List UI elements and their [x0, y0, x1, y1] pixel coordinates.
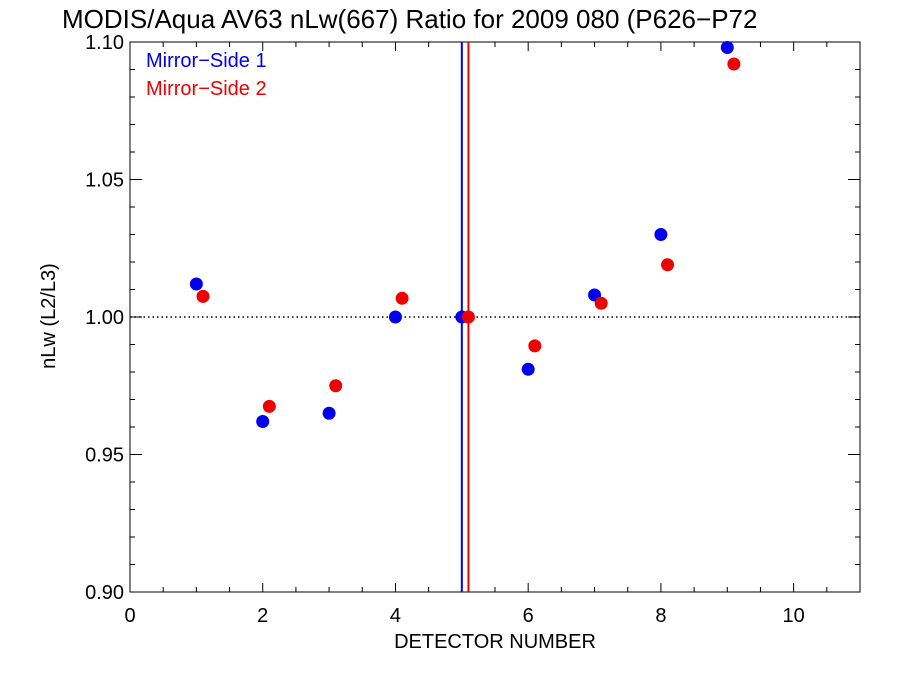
legend-mirror-side-1: Mirror−Side 1	[146, 50, 267, 72]
point-mirror-side-2	[395, 291, 409, 305]
point-mirror-side-2	[329, 379, 343, 393]
point-mirror-side-2	[661, 258, 675, 272]
point-mirror-side-2	[196, 289, 210, 303]
axis-ticks: 0 2 4 6 8 10 0.90 0.95 1.00 1.05 1.10	[85, 32, 861, 627]
point-mirror-side-1	[256, 415, 270, 428]
y-tick-label: 1.05	[85, 170, 124, 192]
y-axis-label: nLw (L2/L3)	[38, 263, 60, 369]
x-tick-label: 2	[257, 605, 268, 627]
point-mirror-side-1	[322, 406, 336, 420]
x-tick-label: 6	[523, 605, 534, 627]
point-mirror-side-2	[262, 399, 276, 413]
point-mirror-side-2	[727, 57, 741, 71]
legend-mirror-side-2: Mirror−Side 2	[146, 78, 267, 100]
point-mirror-side-2	[461, 310, 475, 324]
x-tick-label: 8	[655, 605, 666, 627]
point-mirror-side-1	[388, 310, 402, 324]
legend: Mirror−Side 1 Mirror−Side 2	[146, 50, 267, 100]
x-tick-label: 4	[390, 605, 401, 627]
chart-title: MODIS/Aqua AV63 nLw(667) Ratio for 2009 …	[62, 4, 757, 34]
x-axis-label: DETECTOR NUMBER	[394, 631, 596, 653]
point-mirror-side-1	[720, 41, 734, 54]
y-tick-label: 1.00	[85, 307, 124, 329]
x-tick-label: 0	[124, 605, 135, 627]
y-tick-label: 1.10	[85, 32, 124, 54]
point-mirror-side-2	[528, 339, 542, 353]
point-mirror-side-1	[521, 362, 535, 376]
y-tick-label: 0.90	[85, 582, 124, 604]
data-points	[189, 41, 741, 428]
point-mirror-side-1	[189, 277, 203, 291]
y-tick-label: 0.95	[85, 445, 124, 467]
point-mirror-side-2	[594, 296, 608, 310]
point-mirror-side-1	[654, 228, 668, 241]
x-tick-label: 10	[783, 605, 805, 627]
